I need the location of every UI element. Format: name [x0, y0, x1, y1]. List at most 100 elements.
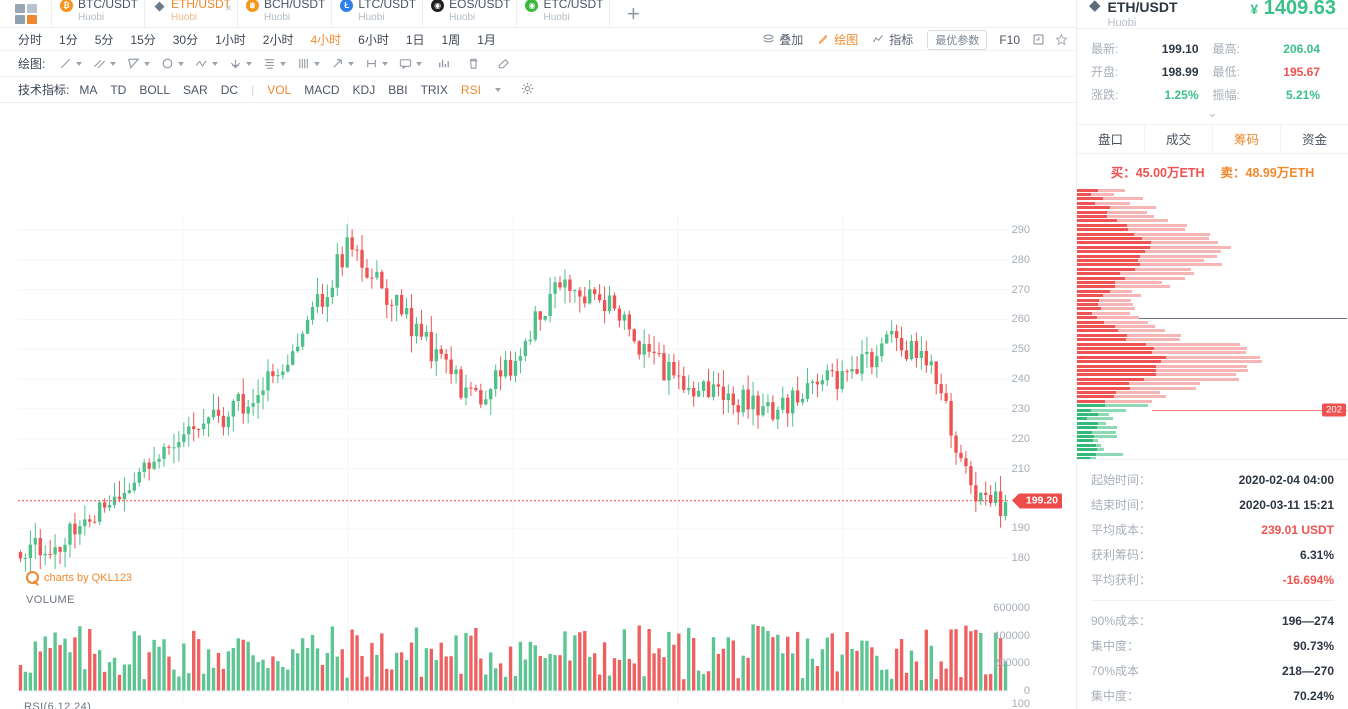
add-tab-button[interactable]: +: [627, 0, 640, 26]
close-icon[interactable]: ×: [224, 1, 232, 15]
indicator-macd[interactable]: MACD: [304, 82, 340, 97]
sidebar-exchange: Huobi: [1107, 17, 1137, 30]
sidebar-tab-0[interactable]: 盘口: [1077, 125, 1145, 153]
chevron-down-icon[interactable]: [246, 61, 253, 66]
period-4[interactable]: 30分: [172, 32, 199, 47]
tool-triangle[interactable]: [123, 55, 155, 73]
chip-price-tag: 202: [1322, 403, 1346, 417]
chevron-down-icon[interactable]: [212, 61, 219, 66]
chevron-down-icon[interactable]: [348, 61, 355, 66]
tool-vertical-lines[interactable]: [293, 55, 325, 73]
chart-canvas-wrap[interactable]: charts by QKL123 VOLUME RSI(6,12,24) 290…: [0, 103, 1076, 709]
symbol-tab-eos[interactable]: ◉ EOS/USDT Huobi: [423, 0, 518, 27]
tool-bar-stats[interactable]: [433, 55, 453, 73]
sidebar-tab-2[interactable]: 筹码: [1213, 125, 1281, 153]
symbol-tab-btc[interactable]: ₿ BTC/USDT Huobi: [52, 0, 145, 27]
symbol-tab-eth[interactable]: ◆ ETH/USDT Huobi ×: [145, 0, 238, 27]
indicator-td[interactable]: TD: [110, 82, 127, 97]
draw-button[interactable]: 绘图: [817, 31, 858, 48]
overlay-icon: [763, 34, 774, 43]
chip-bar-light: [1077, 395, 1166, 399]
symbol-tab-etc[interactable]: ◉ ETC/USDT Huobi: [517, 0, 611, 27]
sidebar-tab-1[interactable]: 成交: [1145, 125, 1213, 153]
period-11[interactable]: 1月: [477, 32, 496, 47]
fullscreen-button[interactable]: [1032, 33, 1045, 46]
tool-wave[interactable]: [191, 55, 223, 73]
best-params-button[interactable]: 最优参数: [927, 29, 988, 50]
chip-distribution-chart[interactable]: 202: [1077, 187, 1348, 461]
symbol-tab-ltc[interactable]: Ł LTC/USDT Huobi: [332, 0, 424, 27]
chevron-down-icon[interactable]: [280, 61, 287, 66]
indicator-bbi[interactable]: BBI: [388, 82, 408, 97]
chevron-down-icon[interactable]: [110, 61, 117, 66]
chip-bar-light: [1077, 245, 1231, 249]
chip-bar-solid: [1077, 219, 1117, 223]
period-1[interactable]: 1分: [59, 32, 78, 47]
bch-coin-icon: ฿: [246, 0, 259, 12]
period-10[interactable]: 1周: [441, 32, 461, 47]
indicator-rsi[interactable]: RSI: [460, 82, 481, 97]
expand-quotes-button[interactable]: ⌄: [1207, 105, 1218, 121]
parallel-lines-icon: [89, 55, 109, 73]
chevron-down-icon[interactable]: [494, 87, 501, 92]
chip-bar-light: [1077, 329, 1166, 333]
symbol-tabstrip: ₿ BTC/USDT Huobi ◆ ETH/USDT Huobi × ฿ BCH/USDT Hu…: [0, 0, 1076, 28]
overlay-button[interactable]: 叠加: [762, 31, 803, 48]
chevron-down-icon[interactable]: [382, 61, 389, 66]
indicator-button[interactable]: 指标: [872, 31, 913, 48]
chip-bar-light: [1077, 228, 1185, 232]
indicator-sar[interactable]: SAR: [183, 82, 208, 97]
favorite-button[interactable]: [1055, 33, 1068, 46]
symbol-tab-bch[interactable]: ฿ BCH/USDT Huobi: [238, 0, 333, 27]
tool-delete[interactable]: [463, 55, 483, 73]
tool-annotation[interactable]: [395, 55, 427, 73]
period-3[interactable]: 15分: [130, 32, 156, 47]
period-0[interactable]: 分时: [18, 32, 43, 47]
indicator-trix[interactable]: TRIX: [420, 82, 448, 97]
chevron-down-icon[interactable]: [144, 61, 151, 66]
chip-bar-solid: [1077, 188, 1098, 192]
tool-eraser[interactable]: [493, 55, 513, 73]
quote-value: 198.99: [1161, 65, 1199, 80]
period-7[interactable]: 4小时: [310, 32, 342, 47]
volume-tick: 200000: [993, 657, 1030, 670]
stats-divider: [1091, 600, 1334, 601]
indicator-vol[interactable]: VOL: [267, 82, 292, 97]
tool-measure[interactable]: [361, 55, 393, 73]
eth-coin-icon: ◆: [154, 0, 165, 13]
indicator-kdj[interactable]: KDJ: [352, 82, 376, 97]
stat-key: 起始时间：: [1091, 473, 1152, 488]
gear-icon[interactable]: [520, 81, 535, 99]
chevron-down-icon[interactable]: [314, 61, 321, 66]
tool-parallel-lines[interactable]: [89, 55, 121, 73]
chip-bar-light: [1077, 280, 1163, 284]
indicator-dc[interactable]: DC: [220, 82, 239, 97]
tool-circle[interactable]: [157, 55, 189, 73]
volume-tick: 0: [1023, 685, 1030, 697]
f10-button[interactable]: F10: [999, 32, 1020, 47]
layout-grid-button[interactable]: [0, 0, 52, 27]
chevron-down-icon[interactable]: [178, 61, 185, 66]
quote-row: 开盘: 198.99 最低: 195.67: [1091, 61, 1334, 84]
chip-bar-light: [1077, 382, 1201, 386]
chevron-down-icon[interactable]: [76, 61, 83, 66]
chevron-down-icon[interactable]: [416, 61, 423, 66]
chip-bar-solid: [1077, 456, 1091, 460]
period-9[interactable]: 1日: [405, 32, 425, 47]
sidebar-tab-3[interactable]: 资金: [1301, 133, 1327, 148]
chip-stats-primary: 起始时间： 2020-02-04 04:00 结束时间： 2020-03-11 15:…: [1077, 460, 1348, 593]
tool-fibonacci[interactable]: [259, 55, 291, 73]
period-5[interactable]: 1小时: [215, 32, 246, 47]
period-6[interactable]: 2小时: [262, 32, 294, 47]
tool-gann[interactable]: [225, 55, 257, 73]
tool-trendline[interactable]: [55, 55, 87, 73]
period-8[interactable]: 6小时: [358, 32, 389, 47]
period-2[interactable]: 5分: [94, 32, 114, 47]
chip-bar-solid: [1077, 254, 1140, 258]
indicator-ma[interactable]: MA: [79, 82, 98, 97]
tool-arrow[interactable]: [327, 55, 359, 73]
price-chart-svg[interactable]: [0, 103, 1076, 705]
chip-bar-solid: [1077, 421, 1098, 425]
indicator-boll[interactable]: BOLL: [139, 82, 171, 97]
chip-bar-solid: [1077, 404, 1106, 408]
